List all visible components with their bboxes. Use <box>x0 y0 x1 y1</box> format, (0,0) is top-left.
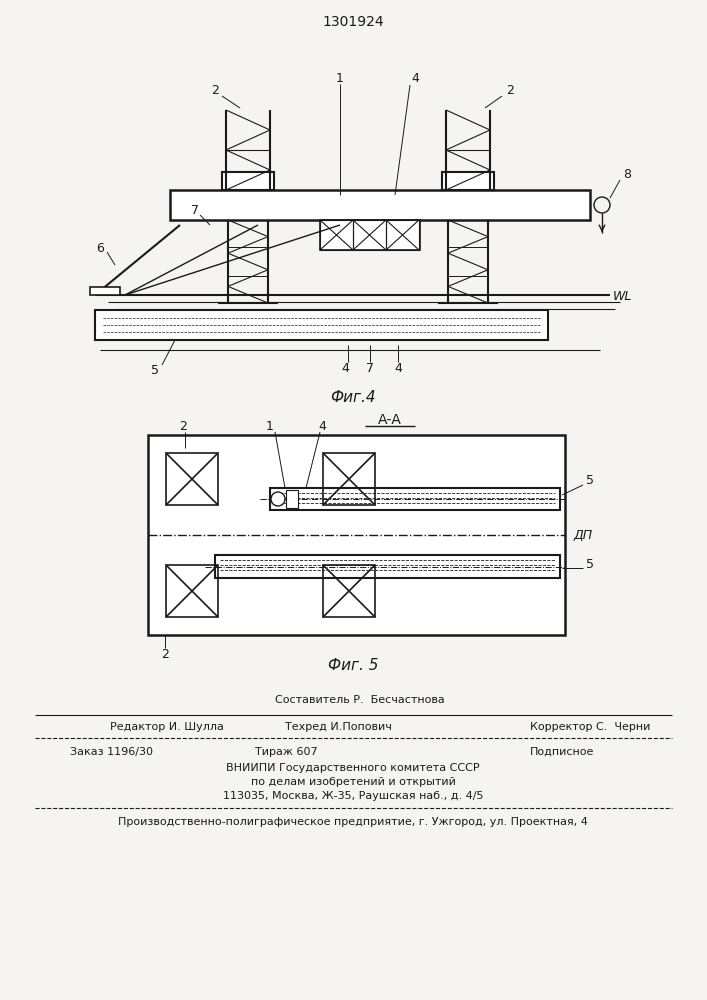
Bar <box>170 190 590 220</box>
Text: 4: 4 <box>318 420 326 432</box>
Text: 2: 2 <box>506 84 514 97</box>
Bar <box>270 488 560 510</box>
Bar <box>166 565 218 617</box>
Bar <box>320 220 420 250</box>
Text: Составитель Р.  Бесчастнова: Составитель Р. Бесчастнова <box>275 695 445 705</box>
Text: 113035, Москва, Ж-35, Раушская наб., д. 4/5: 113035, Москва, Ж-35, Раушская наб., д. … <box>223 791 484 801</box>
Text: 1: 1 <box>336 72 344 85</box>
Text: 7: 7 <box>191 204 199 217</box>
Text: А-А: А-А <box>378 413 402 427</box>
Text: Фиг. 5: Фиг. 5 <box>328 658 378 672</box>
Bar <box>323 565 375 617</box>
Text: 4: 4 <box>411 72 419 85</box>
Text: 6: 6 <box>96 241 104 254</box>
Text: Заказ 1196/30: Заказ 1196/30 <box>70 747 153 757</box>
Bar <box>353 220 386 250</box>
Bar <box>222 172 274 190</box>
Text: 1301924: 1301924 <box>322 15 384 29</box>
Text: Производственно-полиграфическое предприятие, г. Ужгород, ул. Проектная, 4: Производственно-полиграфическое предприя… <box>118 817 588 827</box>
Text: по делам изобретений и открытий: по делам изобретений и открытий <box>250 777 455 787</box>
Bar <box>166 453 218 505</box>
Bar <box>323 453 375 505</box>
Bar <box>95 310 548 340</box>
Text: 7: 7 <box>366 361 374 374</box>
Text: Фиг.4: Фиг.4 <box>330 390 376 406</box>
Text: Техред И.Попович: Техред И.Попович <box>285 722 392 732</box>
Text: Тираж 607: Тираж 607 <box>255 747 317 757</box>
Bar <box>148 435 565 635</box>
Text: 5: 5 <box>151 363 159 376</box>
Text: 2: 2 <box>179 420 187 432</box>
Bar <box>442 172 494 190</box>
Text: ВНИИПИ Государственного комитета СССР: ВНИИПИ Государственного комитета СССР <box>226 763 480 773</box>
Circle shape <box>271 492 285 506</box>
Text: 2: 2 <box>211 84 219 97</box>
Bar <box>215 555 560 578</box>
Text: 1: 1 <box>266 420 274 432</box>
Bar <box>90 287 120 295</box>
Text: Редактор И. Шулла: Редактор И. Шулла <box>110 722 224 732</box>
Text: 2: 2 <box>161 648 169 662</box>
Text: 5: 5 <box>586 558 594 572</box>
Bar <box>286 490 298 508</box>
Text: 4: 4 <box>341 361 349 374</box>
Text: 4: 4 <box>394 361 402 374</box>
Bar <box>320 220 353 250</box>
Text: WL: WL <box>612 290 631 304</box>
Text: Корректор С.  Черни: Корректор С. Черни <box>530 722 650 732</box>
Text: 8: 8 <box>623 168 631 182</box>
Bar <box>386 220 419 250</box>
Text: 5: 5 <box>586 474 594 487</box>
Text: ДП: ДП <box>573 528 592 542</box>
Text: Подписное: Подписное <box>530 747 595 757</box>
